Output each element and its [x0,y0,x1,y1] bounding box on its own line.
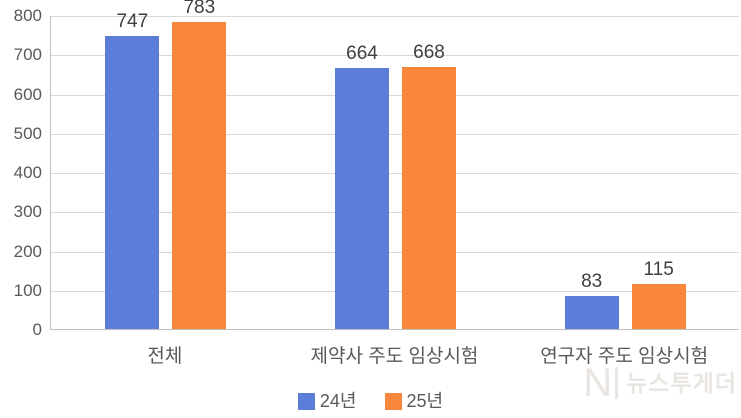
y-tick-label: 400 [13,163,42,182]
legend-swatch-blue-icon [297,393,315,410]
y-tick-label: 100 [13,280,42,300]
watermark-logo: N 뉴스투게더 [583,363,737,403]
bar-value-label: 668 [413,41,445,63]
watermark-bar-icon [615,367,619,399]
gridline [51,16,739,17]
legend: 24년 25년 [0,392,741,411]
bar-value-label: 83 [581,271,603,293]
gridline [51,212,739,214]
x-category-label: 전체 [147,346,183,367]
watermark-n-letter: N [583,361,613,405]
gridline [51,251,739,253]
bar-value-label: 783 [183,0,216,18]
bar [172,21,227,329]
watermark-text: 뉴스투게더 [626,370,737,396]
y-tick-label: 0 [32,320,42,339]
bar-value-label: 747 [116,10,149,32]
y-tick-label: 700 [13,45,42,65]
gridline [51,290,739,292]
y-tick-label: 300 [13,202,42,222]
bar-value-label: 664 [346,43,378,65]
x-category-label: 연구자 주도 임상시험 [540,346,709,367]
y-tick-label: 500 [13,123,42,143]
legend-label: 25년 [406,391,444,411]
bar-value-label: 115 [643,258,674,280]
legend-item-24: 24년 [297,391,357,411]
bar [631,283,686,329]
gridline [51,173,739,174]
bar [335,68,389,329]
legend-label: 24년 [319,391,357,411]
x-category-label: 제약사 주도 임상시험 [310,346,479,367]
legend-swatch-orange-icon [384,393,402,410]
y-tick-label: 800 [13,6,42,25]
bar [402,66,456,329]
bar [564,296,619,329]
y-tick-label: 200 [13,241,42,261]
gridline [51,94,739,96]
bar [105,35,160,329]
gridline [51,133,739,135]
y-tick-label: 600 [13,84,42,104]
plot-area: 747 783 664 668 83 115 [50,0,739,330]
gridline [51,55,739,57]
legend-item-25: 25년 [384,391,444,411]
